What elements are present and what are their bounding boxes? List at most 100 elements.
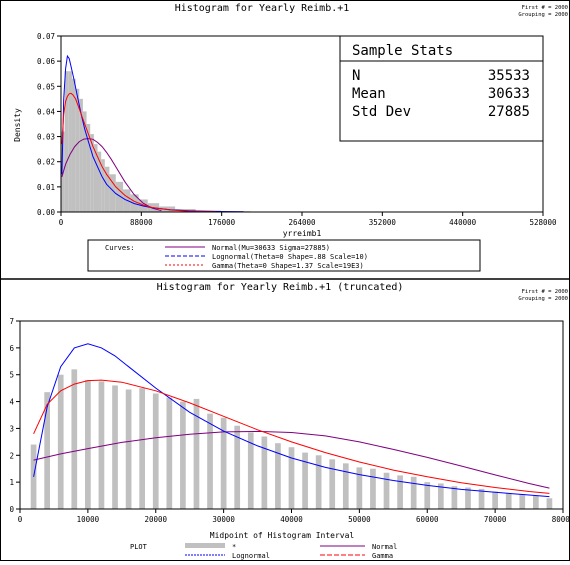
sample-stats-box: Sample Stats N 35533 Mean 30633 Std Dev … — [340, 36, 543, 141]
p2-hist-bar-6 — [112, 385, 118, 509]
p2-y-tick-label-1: 1 — [9, 478, 14, 487]
p2-hist-bar-11 — [180, 402, 186, 509]
stats-stddev-label: Std Dev — [352, 104, 411, 120]
p2-x-tick-label-7: 70000 — [484, 515, 507, 524]
top-corner-line-2: Grouping = 2000 — [518, 12, 568, 18]
top-y-axis-label-group: Density — [13, 108, 22, 142]
p2-hist-bar-4 — [85, 380, 91, 509]
p2-x-tick-label-4: 40000 — [280, 515, 303, 524]
p1-x-tick-label-0: 0 — [59, 218, 64, 227]
p2-y-tick-label-6: 6 — [9, 344, 14, 353]
bottom-y-axis: 0 1 2 3 4 5 6 7 — [9, 317, 20, 514]
top-legend-header: Curves: — [105, 244, 135, 252]
p2-hist-bar-19 — [289, 447, 295, 509]
p1-hist-bar-2 — [68, 71, 72, 212]
p2-y-tick-label-3: 3 — [9, 424, 14, 433]
p2-hist-bar-24 — [357, 467, 363, 509]
p1-hist-bar-12 — [105, 167, 110, 212]
p1-hist-bar-11 — [101, 159, 105, 212]
p2-x-tick-label-1: 10000 — [77, 515, 100, 524]
legend-bottom-normal-label: Normal — [372, 543, 397, 551]
p2-hist-bar-29 — [424, 482, 430, 509]
p2-y-tick-label-7: 7 — [9, 317, 14, 326]
p2-x-tick-label-2: 20000 — [144, 515, 167, 524]
stats-mean-label: Mean — [352, 86, 386, 102]
p2-hist-bar-28 — [411, 477, 417, 509]
p1-y-tick-label-2: 0.02 — [37, 158, 55, 167]
p2-hist-bar-2 — [58, 375, 64, 509]
p1-y-tick-label-6: 0.06 — [37, 57, 56, 66]
p1-x-tick-label-5: 440000 — [449, 218, 477, 227]
p2-hist-bar-38 — [547, 498, 553, 509]
p1-x-tick-label-6: 528000 — [529, 218, 557, 227]
p1-y-tick-label-5: 0.05 — [37, 82, 55, 91]
p2-hist-bar-23 — [343, 463, 349, 509]
bottom-legend-header: PLOT — [130, 543, 148, 551]
p2-hist-bar-34 — [492, 492, 498, 509]
legend-bar-label: * — [232, 543, 236, 551]
p2-y-tick-label-0: 0 — [9, 505, 14, 514]
p1-x-tick-label-2: 176000 — [208, 218, 236, 227]
p1-y-tick-label-0: 0.00 — [37, 208, 56, 217]
p2-hist-bar-32 — [465, 488, 471, 509]
p2-hist-bar-31 — [452, 486, 458, 509]
p2-x-tick-label-6: 60000 — [416, 515, 439, 524]
bottom-legend: PLOT * Normal Lognormal Gamma — [130, 543, 397, 560]
p2-hist-bar-36 — [519, 494, 525, 509]
stats-mean-value: 30633 — [488, 86, 530, 102]
legend-bottom-lognormal-label: Lognormal — [232, 552, 270, 560]
bottom-x-axis: 0 10000 20000 30000 40000 50000 60000 70000 8000… — [18, 509, 570, 524]
p1-x-tick-label-3: 264000 — [288, 218, 316, 227]
p2-x-tick-label-5: 50000 — [348, 515, 371, 524]
top-x-axis-label: yrreimb1 — [283, 229, 322, 238]
legend-lognormal-label: Lognormal(Theta=0 Shape=.88 Scale=10) — [212, 253, 368, 261]
p1-y-tick-label-3: 0.03 — [37, 133, 55, 142]
p1-y-tick-label-4: 0.04 — [37, 107, 56, 116]
legend-bottom-gamma-label: Gamma — [372, 552, 393, 560]
top-corner-line-1: First # = 2000 — [522, 5, 568, 11]
p2-hist-bar-8 — [139, 388, 145, 509]
bottom-corner-line-2: Grouping = 2000 — [518, 296, 568, 302]
p2-hist-bar-13 — [207, 414, 213, 509]
p1-x-tick-label-4: 352000 — [369, 218, 397, 227]
p2-hist-bar-35 — [506, 493, 512, 509]
p1-hist-bar-8 — [90, 134, 94, 212]
p1-x-tick-label-1: 88000 — [130, 218, 153, 227]
legend-gamma-label: Gamma(Theta=0 Shape=1.37 Scale=19E3) — [212, 262, 364, 270]
bottom-x-axis-label: Midpoint of Histogram Interval — [210, 531, 355, 540]
stats-stddev-value: 27885 — [488, 104, 530, 120]
p2-y-tick-label-2: 2 — [9, 451, 14, 460]
p1-hist-bar-1 — [65, 71, 69, 212]
legend-normal-label: Normal(Mu=30633 Sigma=27885) — [212, 244, 330, 252]
top-y-axis: 0.00 0.01 0.02 0.03 0.04 0.05 0.06 0.07 — [37, 32, 61, 217]
p2-hist-bar-27 — [397, 475, 403, 509]
p1-hist-bar-14 — [116, 182, 123, 212]
p2-hist-bar-33 — [479, 489, 485, 509]
p1-y-tick-label-7: 0.07 — [37, 32, 55, 41]
p2-y-tick-label-5: 5 — [9, 371, 14, 380]
p2-hist-bar-7 — [126, 389, 132, 509]
p2-hist-bar-22 — [329, 459, 335, 509]
p2-x-tick-label-8: 80000 — [552, 515, 570, 524]
p2-hist-bar-10 — [166, 398, 172, 509]
bottom-chart-title: Histogram for Yearly Reimb.+1 (truncated… — [157, 282, 404, 293]
p2-hist-bar-37 — [533, 496, 539, 509]
top-legend: Curves: Normal(Mu=30633 Sigma=27885) Log… — [88, 240, 480, 271]
stats-n-value: 35533 — [488, 68, 530, 84]
p1-y-tick-label-1: 0.01 — [37, 183, 55, 192]
bottom-plot-area: 0 1 2 3 4 5 6 7 0 10000 20000 30000 40000 50000 60000… — [9, 317, 570, 524]
top-chart-title: Histogram for Yearly Reimb.+1 — [175, 3, 350, 14]
stats-box-title: Sample Stats — [352, 43, 453, 59]
p2-hist-bar-3 — [71, 369, 77, 509]
p2-x-tick-label-0: 0 — [18, 515, 23, 524]
p2-y-tick-label-4: 4 — [9, 398, 14, 407]
top-y-axis-label: Density — [13, 108, 22, 142]
p2-hist-bar-9 — [153, 394, 159, 509]
p2-x-tick-label-3: 30000 — [212, 515, 235, 524]
panel-bottom: Histogram for Yearly Reimb.+1 (truncated… — [9, 282, 570, 560]
p2-hist-bar-25 — [370, 469, 376, 509]
stats-n-label: N — [352, 68, 360, 84]
p2-hist-bar-5 — [99, 381, 105, 509]
